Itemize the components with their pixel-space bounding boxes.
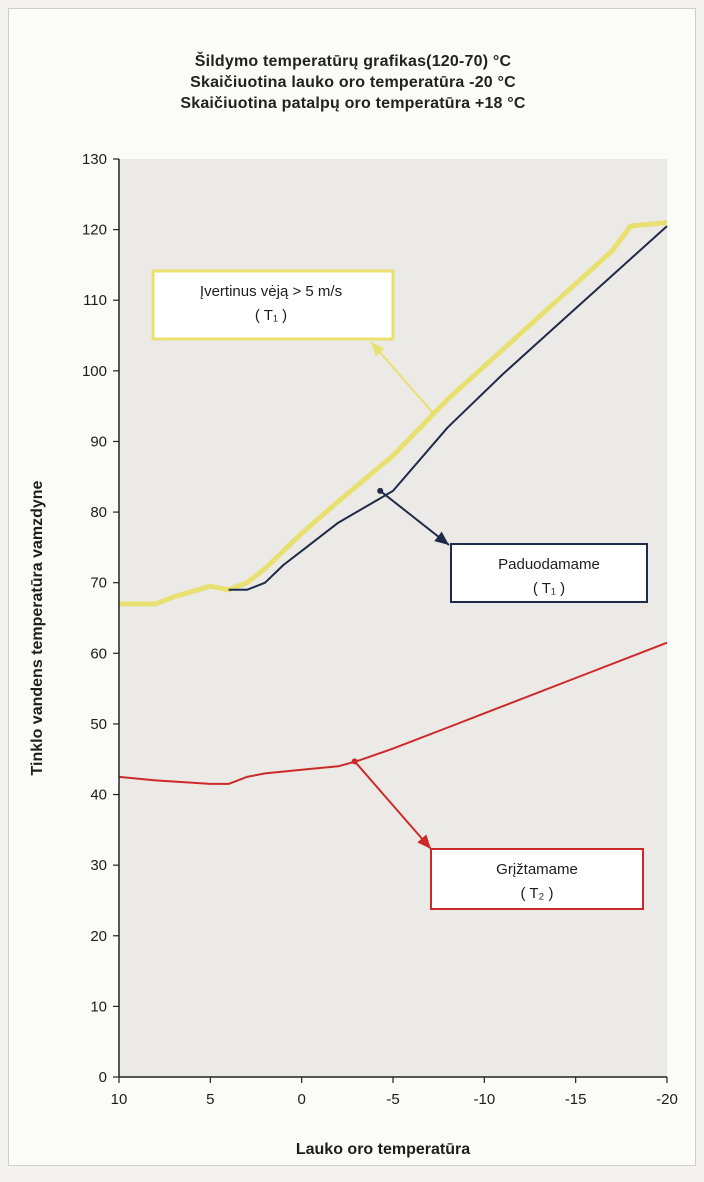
y-tick-label: 90 (90, 433, 107, 450)
annotation-label: Grįžtamame (496, 861, 578, 878)
y-tick-label: 30 (90, 857, 107, 874)
x-tick-label: 10 (111, 1091, 128, 1108)
annotation-anchor-dot (430, 410, 437, 417)
chart-subtitle-1: Skaičiuotina lauko oro temperatūra -20 °… (190, 74, 516, 91)
annotation-label-sub: ( T₁ ) (533, 580, 565, 597)
chart-title: Šildymo temperatūrų grafikas(120-70) °C (194, 53, 512, 70)
y-tick-label: 50 (90, 716, 107, 733)
x-tick-label: 5 (206, 1091, 214, 1108)
series-line-2 (228, 225, 668, 591)
y-tick-label: 60 (90, 645, 107, 662)
y-tick-label: 130 (82, 151, 107, 168)
y-tick-label: 100 (82, 363, 107, 380)
annotation-arrowhead (417, 834, 431, 849)
y-tick-label: 10 (90, 998, 107, 1015)
annotation-arrowhead (371, 342, 385, 357)
chart-subtitle-2: Skaičiuotina patalpų oro temperatūra +18… (180, 95, 526, 112)
y-tick-label: 40 (90, 787, 107, 804)
annotation-arrowhead (434, 531, 449, 545)
y-tick-label: 70 (90, 575, 107, 592)
x-tick-label: 0 (297, 1091, 305, 1108)
x-tick-label: -15 (565, 1091, 587, 1108)
y-tick-label: 120 (82, 222, 107, 239)
series-line-3 (118, 641, 668, 785)
y-axis-title: Tinklo vandens temperatūra vamzdyne (29, 480, 46, 775)
annotation-label: Įvertinus vėją > 5 m/s (200, 283, 342, 300)
y-tick-label: 20 (90, 928, 107, 945)
annotation-box (430, 848, 644, 910)
annotation-label-sub: ( T₁ ) (255, 307, 287, 324)
annotation-label-sub: ( T₂ ) (520, 885, 553, 902)
series-line-1 (119, 220, 668, 607)
annotation-label: Paduodamame (498, 556, 600, 573)
y-tick-label: 0 (99, 1069, 107, 1086)
x-axis-title: Lauko oro temperatūra (296, 1141, 470, 1158)
annotation-anchor-dot (351, 758, 358, 765)
x-tick-label: -5 (386, 1091, 399, 1108)
annotation-anchor-dot (377, 487, 384, 494)
chart-page: Šildymo temperatūrų grafikas(120-70) °C … (8, 8, 696, 1166)
y-tick-label: 110 (83, 292, 107, 309)
y-tick-label: 80 (90, 504, 107, 521)
chart-titles: Šildymo temperatūrų grafikas(120-70) °C … (9, 51, 697, 114)
annotation-box (151, 269, 395, 341)
x-tick-label: -20 (656, 1091, 678, 1108)
annotation-box (450, 543, 648, 603)
x-tick-label: -10 (473, 1091, 495, 1108)
annotation-arrow-line (370, 341, 434, 414)
annotation-arrow-line (353, 760, 432, 850)
annotation-arrow-line (379, 490, 450, 546)
